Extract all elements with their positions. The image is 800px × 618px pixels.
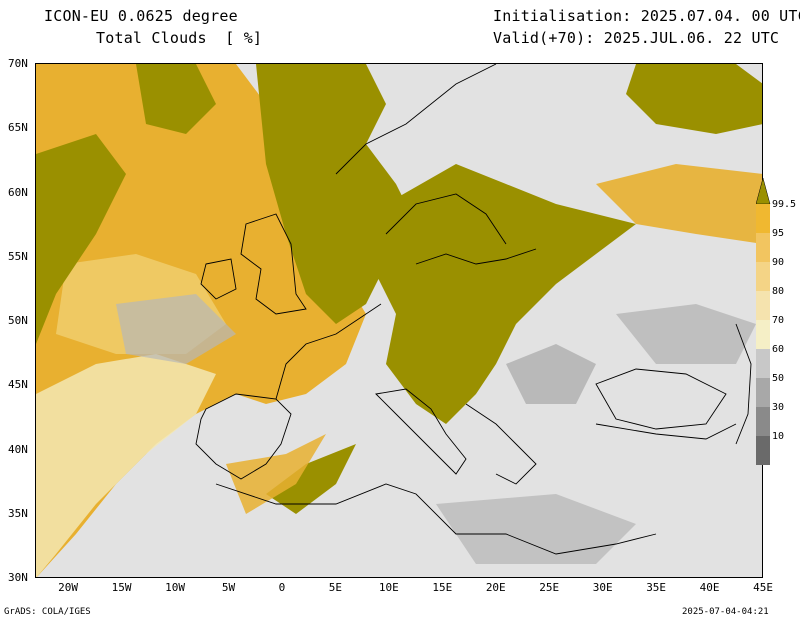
colorbar: 99.5 95 90 80 70 60 50 30 10 bbox=[756, 178, 796, 465]
colorbar-box bbox=[756, 349, 770, 378]
model-title: ICON-EU 0.0625 degree bbox=[44, 7, 238, 25]
colorbar-label: 95 bbox=[772, 228, 784, 239]
init-time: Initialisation: 2025.07.04. 00 UTC bbox=[493, 7, 800, 25]
colorbar-label: 99.5 bbox=[772, 199, 796, 210]
cloud-iberia-yellow bbox=[226, 434, 326, 514]
colorbar-box bbox=[756, 233, 770, 262]
overcast-north-sea bbox=[256, 64, 416, 324]
valid-time: Valid(+70): 2025.JUL.06. 22 UTC bbox=[493, 29, 780, 47]
colorbar-box bbox=[756, 436, 770, 465]
colorbar-label: 70 bbox=[772, 315, 784, 326]
colorbar-top-arrow bbox=[756, 178, 771, 205]
colorbar-box bbox=[756, 320, 770, 349]
cloud-fields bbox=[36, 64, 763, 578]
lon-label: 5E bbox=[328, 581, 342, 594]
colorbar-label: 60 bbox=[772, 344, 784, 355]
overcast-atlantic-west bbox=[36, 134, 126, 344]
lat-label: 65N bbox=[8, 121, 28, 135]
colorbar-box bbox=[756, 291, 770, 320]
lon-label: 15W bbox=[111, 581, 132, 594]
variable-title: Total Clouds [ %] bbox=[96, 29, 263, 47]
colorbar-box bbox=[756, 204, 770, 233]
colorbar-label: 10 bbox=[772, 431, 784, 442]
lon-label: 35E bbox=[646, 581, 667, 594]
coastlines bbox=[195, 64, 752, 555]
lon-label: 10W bbox=[165, 581, 185, 594]
grey-patch-west bbox=[116, 294, 236, 364]
lat-label: 45N bbox=[8, 378, 28, 392]
lon-label: 0 bbox=[278, 581, 286, 594]
lon-label: 10E bbox=[378, 581, 399, 594]
cloud-east-yellow bbox=[596, 164, 763, 244]
cloud-band-atlantic-light bbox=[36, 354, 216, 578]
lat-label: 30N bbox=[8, 571, 28, 584]
lat-label: 35N bbox=[8, 506, 28, 520]
colorbar-box bbox=[756, 378, 770, 407]
overcast-central-europe bbox=[376, 164, 636, 424]
footer-credit: GrADS: COLA/IGES bbox=[4, 607, 91, 617]
lat-label: 70N bbox=[8, 57, 28, 70]
colorbar-box bbox=[756, 262, 770, 291]
grey-patch-east bbox=[616, 304, 756, 364]
colorbar-label: 80 bbox=[772, 286, 784, 297]
colorbar-label: 30 bbox=[772, 402, 784, 413]
lat-label: 40N bbox=[8, 442, 28, 456]
grey-patch-balkans bbox=[506, 344, 596, 404]
lat-label: 60N bbox=[8, 185, 28, 199]
lat-label: 55N bbox=[8, 249, 28, 263]
footer-timestamp: 2025-07-04-04:21 bbox=[682, 607, 769, 617]
lon-label: 20E bbox=[485, 581, 506, 594]
overcast-north-africa bbox=[266, 444, 356, 514]
grey-patch-south bbox=[436, 494, 636, 564]
lon-label: 5W bbox=[221, 581, 236, 594]
cloud-map bbox=[36, 64, 763, 578]
map-frame bbox=[35, 63, 763, 578]
colorbar-label: 50 bbox=[772, 373, 784, 384]
lon-label: 40E bbox=[699, 581, 720, 594]
lon-label: 15E bbox=[432, 581, 453, 594]
overcast-northeast bbox=[626, 64, 763, 134]
lon-label: 20W bbox=[58, 581, 79, 594]
colorbar-label: 90 bbox=[772, 257, 784, 268]
lat-label: 50N bbox=[8, 314, 28, 327]
lon-label: 25E bbox=[539, 581, 560, 594]
colorbar-box bbox=[756, 407, 770, 436]
lon-label: 30E bbox=[592, 581, 613, 594]
overcast-atlantic-north bbox=[136, 64, 216, 134]
lon-label: 45E bbox=[753, 581, 773, 594]
